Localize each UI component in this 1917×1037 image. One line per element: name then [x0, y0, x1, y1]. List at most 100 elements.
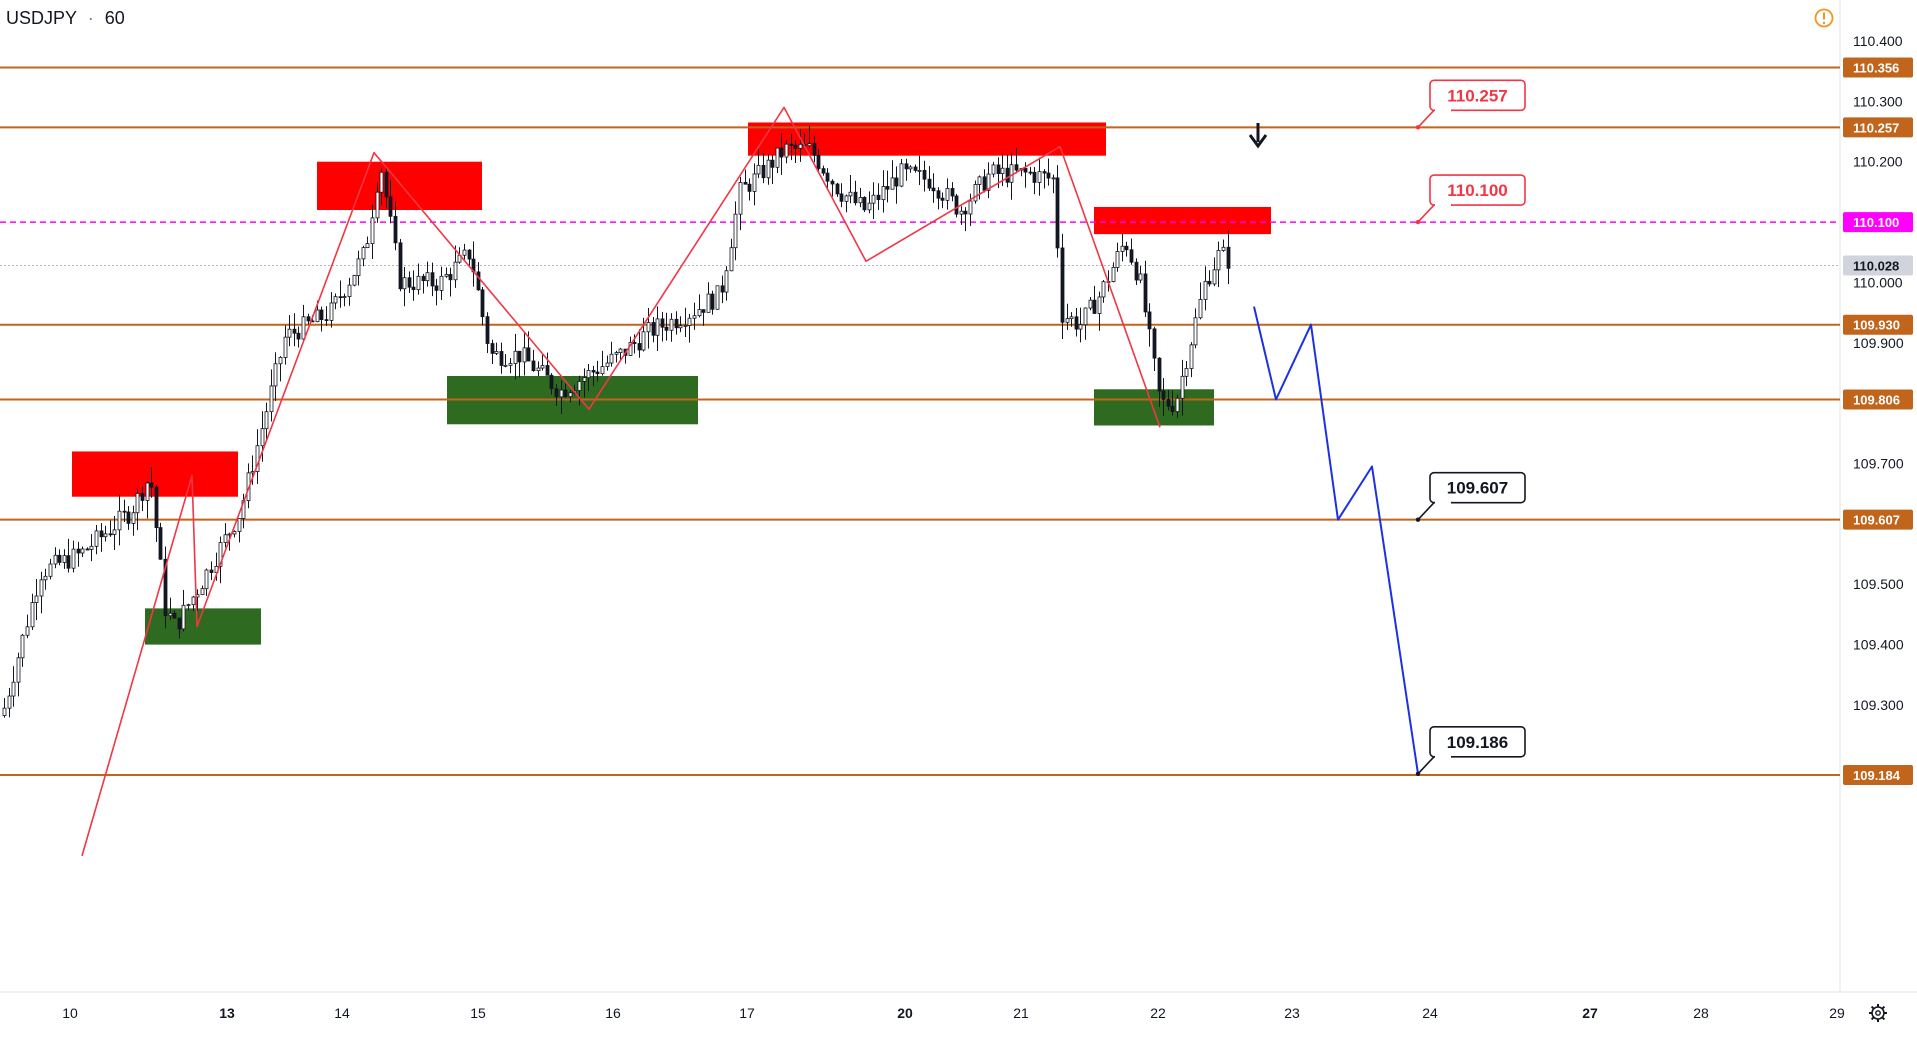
candle-body — [1000, 167, 1005, 174]
candle-body — [531, 360, 536, 372]
time-tick-label: 15 — [470, 1005, 486, 1021]
price-callout-anchor — [1415, 517, 1421, 522]
candle-body — [632, 341, 637, 344]
candle-body — [1101, 281, 1106, 298]
candle-body — [871, 194, 876, 204]
symbol-name: USDJPY — [6, 8, 77, 28]
candle-body — [913, 166, 918, 171]
candle-body — [600, 366, 605, 375]
candle-body — [936, 190, 941, 199]
candle-body — [329, 302, 334, 321]
candle-body — [940, 197, 945, 201]
price-level-tag-label: 109.607 — [1853, 513, 1900, 528]
candle-body — [131, 512, 136, 524]
candle-body — [554, 388, 559, 398]
candle-body — [1129, 249, 1134, 263]
price-axis[interactable]: 110.400 110.300 110.200 110.000 109.900 109.7… — [1843, 33, 1913, 785]
candle-body — [7, 695, 12, 709]
candle-body — [549, 374, 554, 390]
candle-body — [1193, 317, 1198, 346]
candle-body — [1088, 299, 1093, 309]
time-axis[interactable]: 10 13 14 15 16 17 20 21 22 23 24 27 28 29 — [62, 1005, 1845, 1021]
price-level-tag — [1843, 212, 1913, 233]
candle-body — [34, 595, 39, 603]
candle-body — [798, 143, 803, 149]
time-tick-label: 17 — [739, 1005, 755, 1021]
candle-body — [839, 193, 844, 202]
candle-body — [954, 195, 959, 215]
candle-body — [577, 381, 582, 391]
candle-body — [876, 194, 881, 201]
price-callout-anchor — [1415, 771, 1421, 776]
candle-body — [1023, 168, 1028, 173]
candle-body — [260, 428, 265, 447]
settings-gear-icon[interactable] — [1869, 1004, 1887, 1022]
candle-body — [444, 274, 449, 277]
symbol-interval: 60 — [105, 8, 125, 28]
candle-body — [1083, 307, 1088, 326]
candle-body — [209, 569, 214, 573]
candle-body — [370, 217, 375, 245]
candle-body — [103, 533, 108, 538]
candle-body — [522, 347, 527, 363]
candle-body — [467, 249, 472, 260]
candle-body — [931, 187, 936, 192]
candle-body — [315, 309, 320, 322]
candle-body — [775, 147, 780, 168]
candle-body — [99, 530, 104, 538]
candle-body — [448, 274, 453, 281]
candle-body — [881, 186, 886, 201]
candle-body — [766, 159, 771, 179]
price-tick-label: 110.400 — [1853, 33, 1903, 49]
candle-body — [733, 213, 738, 249]
candle-body — [476, 271, 481, 291]
down-arrow-icon — [1248, 123, 1268, 149]
symbol-separator: · — [88, 8, 94, 28]
candle-body — [1037, 171, 1042, 183]
price-level-tag-label: 110.100 — [1853, 215, 1899, 230]
candle-body — [973, 184, 978, 202]
candle-body — [655, 318, 660, 336]
candle-body — [729, 247, 734, 272]
candle-body — [494, 351, 499, 354]
warning-icon[interactable] — [1814, 8, 1834, 28]
candle-body — [894, 177, 899, 187]
time-tick-label: 20 — [897, 1005, 913, 1021]
candle-body — [71, 548, 76, 569]
candle-body — [163, 558, 168, 617]
candle-body — [637, 343, 642, 351]
candle-body — [1175, 397, 1180, 412]
candle-body — [416, 275, 421, 291]
candle-body — [959, 210, 964, 215]
time-tick-label: 14 — [334, 1005, 350, 1021]
candle-body — [62, 555, 67, 563]
candle-body — [651, 322, 656, 336]
candle-body — [536, 367, 541, 372]
candle-body — [595, 371, 600, 375]
price-level-tag — [1843, 57, 1913, 78]
price-callout-anchor — [1415, 219, 1421, 225]
candle-body — [908, 166, 913, 170]
candle-body — [770, 159, 775, 168]
candle-body — [365, 243, 370, 248]
candle-body — [582, 377, 587, 382]
candle-body — [204, 569, 209, 590]
levels-layer — [0, 66, 1840, 776]
candle-body — [503, 364, 508, 367]
candle-body — [904, 163, 909, 170]
candle-body — [462, 249, 467, 256]
candle-body — [963, 210, 968, 215]
candle-body — [899, 163, 904, 187]
candle-body — [191, 596, 196, 606]
candle-body — [646, 322, 651, 333]
price-callout-label: 109.607 — [1447, 479, 1508, 498]
candle-body — [1032, 171, 1037, 183]
candle-body — [586, 370, 591, 379]
price-level-tag — [1843, 314, 1913, 335]
candle-body — [453, 261, 458, 281]
price-level-tag-label: 110.028 — [1853, 259, 1899, 274]
candle-body — [793, 144, 798, 149]
candle-body — [674, 318, 679, 329]
candle-body — [784, 143, 789, 158]
